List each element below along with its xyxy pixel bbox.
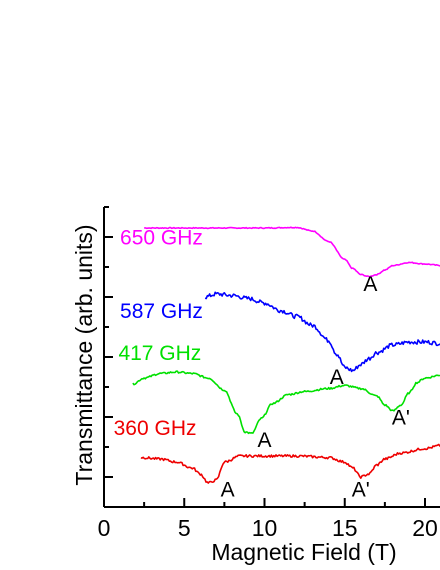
peak-annotation: A' bbox=[352, 479, 370, 502]
series-label: 650 GHz bbox=[120, 227, 203, 250]
peak-annotation: A bbox=[363, 273, 377, 296]
x-tick-label: 15 bbox=[332, 515, 358, 541]
series-line-587-ghz bbox=[204, 291, 440, 373]
axes: 0 5 10 15 20 bbox=[98, 206, 440, 541]
series-line-650-ghz bbox=[144, 226, 440, 278]
series-label: 360 GHz bbox=[114, 417, 197, 440]
y-axis-title: Transmittance (arb. units) bbox=[71, 224, 97, 485]
peak-annotation: A bbox=[221, 479, 235, 502]
series-label: 587 GHz bbox=[120, 300, 203, 323]
peak-annotation: A bbox=[330, 366, 344, 389]
series-line-417-ghz bbox=[132, 370, 440, 435]
x-tick-label: 10 bbox=[252, 515, 278, 541]
x-tick-label: 5 bbox=[178, 515, 191, 541]
x-axis-title: Magnetic Field (T) bbox=[211, 539, 396, 565]
series-label: 417 GHz bbox=[118, 342, 201, 365]
series-layer bbox=[132, 226, 440, 484]
peak-annotation: A bbox=[257, 429, 271, 452]
x-tick-label: 20 bbox=[412, 515, 438, 541]
peak-annotation: A' bbox=[392, 407, 410, 430]
x-tick-label: 0 bbox=[98, 515, 111, 541]
series-line-360-ghz bbox=[140, 443, 440, 484]
labels-layer: 650 GHz 587 GHz 417 GHz 360 GHz A A A A' A A' bbox=[114, 227, 410, 502]
